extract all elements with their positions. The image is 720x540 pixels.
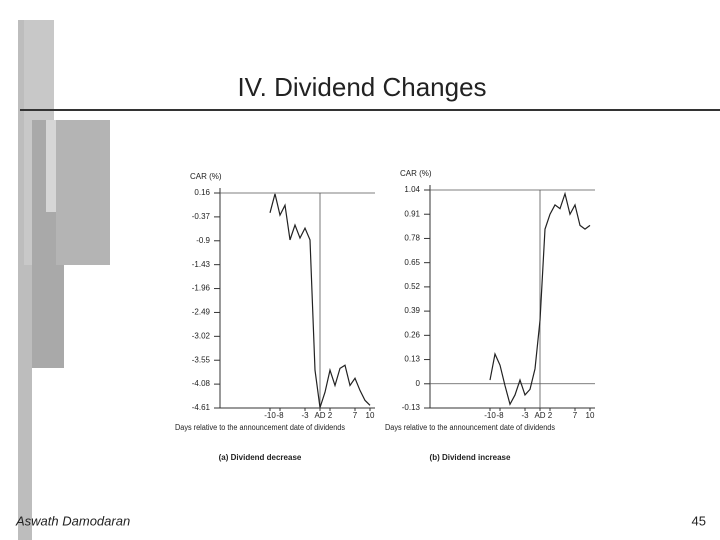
y-axis-label: CAR (%)	[190, 172, 222, 181]
y-tick-label: 0.91	[404, 209, 420, 218]
y-tick-label: -4.08	[192, 379, 211, 388]
footer-author: Aswath Damodaran	[15, 513, 130, 528]
x-axis-label: Days relative to the announcement date o…	[175, 423, 345, 432]
y-tick-label: 0	[416, 379, 421, 388]
y-tick-label: -0.9	[196, 236, 210, 245]
chart-caption: (b) Dividend increase	[430, 453, 511, 462]
data-line	[269, 193, 371, 408]
chart-caption: (a) Dividend decrease	[219, 453, 302, 462]
data-line	[489, 191, 591, 406]
x-tick-label: -3	[521, 411, 529, 420]
x-tick-label: 7	[573, 411, 578, 420]
y-tick-label: -3.55	[192, 355, 211, 364]
y-tick-label: 0.26	[404, 330, 420, 339]
y-axis-label: CAR (%)	[400, 169, 432, 178]
y-tick-label: -0.37	[192, 212, 211, 221]
x-tick-label: 10	[366, 411, 375, 420]
x-tick-label: -3	[301, 411, 309, 420]
y-tick-label: 0.13	[404, 355, 420, 364]
x-tick-label: -8	[276, 411, 284, 420]
y-tick-label: -1.43	[192, 260, 211, 269]
y-tick-label: 0.52	[404, 282, 420, 291]
x-axis-label: Days relative to the announcement date o…	[385, 423, 555, 432]
decor-bar	[56, 120, 110, 265]
y-tick-label: -3.02	[192, 331, 211, 340]
y-tick-label: 0.78	[404, 234, 420, 243]
x-tick-label: -10	[484, 411, 496, 420]
y-tick-label: 0.65	[404, 258, 420, 267]
y-tick-label: -0.13	[402, 403, 421, 412]
y-tick-label: -2.49	[192, 308, 211, 317]
x-tick-label: 2	[328, 411, 333, 420]
x-tick-label: 10	[586, 411, 595, 420]
x-tick-label: AD	[534, 411, 545, 420]
slide-title: IV. Dividend Changes	[237, 72, 486, 102]
x-tick-label: AD	[314, 411, 325, 420]
x-tick-label: 2	[548, 411, 553, 420]
y-tick-label: 0.39	[404, 306, 420, 315]
y-tick-label: -1.96	[192, 284, 211, 293]
x-tick-label: 7	[353, 411, 358, 420]
y-tick-label: 1.04	[404, 185, 420, 194]
x-tick-label: -8	[496, 411, 504, 420]
page-number: 45	[692, 513, 706, 528]
y-tick-label: 0.16	[194, 188, 210, 197]
x-tick-label: -10	[264, 411, 276, 420]
y-tick-label: -4.61	[192, 403, 211, 412]
